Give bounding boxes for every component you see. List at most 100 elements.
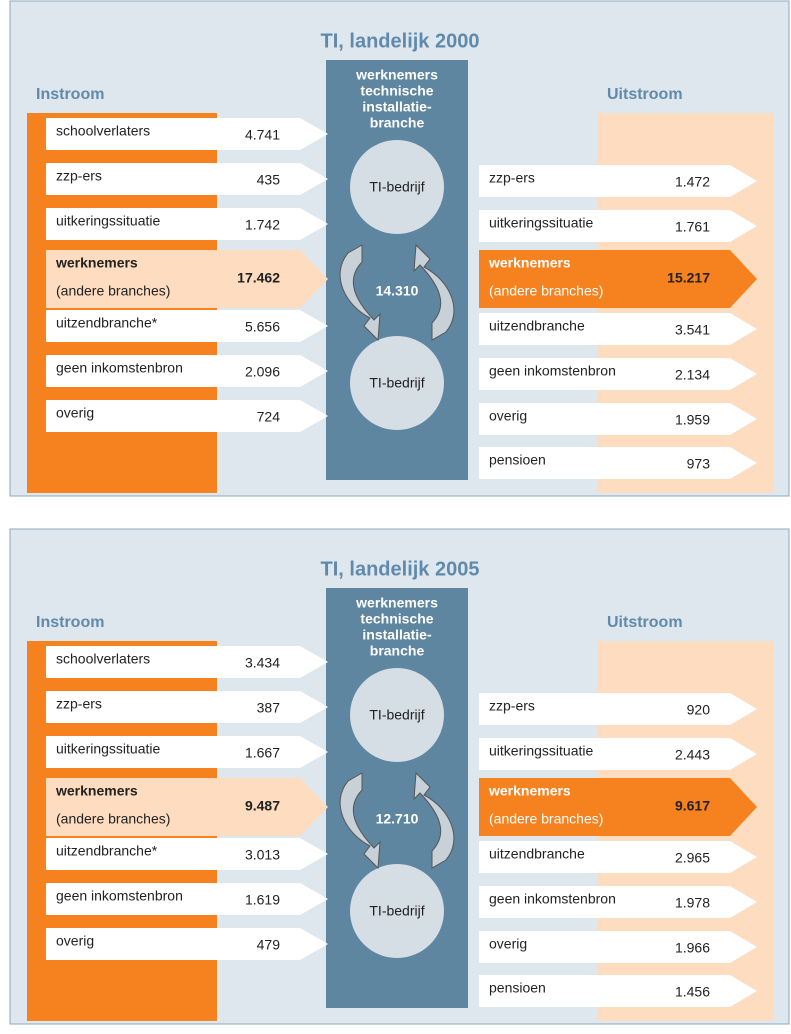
center-heading: technische bbox=[360, 611, 433, 627]
outflow-arrow bbox=[479, 447, 757, 479]
flow-value: 1.742 bbox=[245, 217, 280, 233]
inflow-arrow bbox=[46, 883, 328, 915]
flow-label: uitzendbranche bbox=[489, 318, 585, 334]
flow-sublabel: (andere branches) bbox=[56, 811, 170, 827]
uitstroom-label: Uitstroom bbox=[607, 614, 683, 631]
flow-value: 2.443 bbox=[675, 747, 710, 763]
inflow-arrow bbox=[46, 250, 328, 308]
center-heading: installatie- bbox=[362, 99, 432, 115]
flow-value: 724 bbox=[257, 409, 281, 425]
outflow-arrow bbox=[479, 738, 757, 770]
outflow-arrow bbox=[479, 931, 757, 963]
flow-sublabel: (andere branches) bbox=[56, 283, 170, 299]
flow-value: 9.617 bbox=[675, 798, 710, 814]
flow-sublabel: (andere branches) bbox=[489, 283, 603, 299]
flow-label: pensioen bbox=[489, 452, 546, 468]
node bbox=[350, 140, 444, 234]
flow-value: 1.959 bbox=[675, 412, 710, 428]
flow-label: uitzendbranche* bbox=[56, 315, 158, 331]
flow-label: geen inkomstenbron bbox=[489, 363, 616, 379]
flow-label: uitzendbranche* bbox=[56, 843, 158, 859]
outflow-arrow bbox=[479, 210, 757, 242]
flow-value: 9.487 bbox=[245, 798, 280, 814]
flow-value: 1.667 bbox=[245, 745, 280, 761]
flow-label: overig bbox=[56, 933, 94, 949]
flow-value: 1.761 bbox=[675, 219, 710, 235]
outflow-arrow bbox=[479, 403, 757, 435]
panel-title: TI, landelijk 2000 bbox=[321, 30, 480, 52]
flow-value: 1.619 bbox=[245, 892, 280, 908]
center-value: 12.710 bbox=[376, 811, 419, 827]
flow-label: zzp-ers bbox=[489, 698, 535, 714]
flow-value: 920 bbox=[687, 702, 711, 718]
flow-label: uitkeringssituatie bbox=[56, 213, 160, 229]
flow-label: uitkeringssituatie bbox=[489, 743, 593, 759]
center-heading: branche bbox=[370, 643, 425, 659]
flow-value: 4.741 bbox=[245, 127, 280, 143]
inflow-arrow bbox=[46, 400, 328, 432]
flow-value: 17.462 bbox=[237, 270, 280, 286]
center-heading: branche bbox=[370, 115, 425, 131]
center-heading: werknemers bbox=[355, 67, 438, 83]
flow-value: 1.966 bbox=[675, 940, 710, 956]
cycle-arrow bbox=[413, 771, 455, 869]
flow-label: overig bbox=[56, 405, 94, 421]
flow-value: 15.217 bbox=[667, 270, 710, 286]
inflow-arrow bbox=[46, 208, 328, 240]
flow-sublabel: (andere branches) bbox=[489, 811, 603, 827]
flow-label: werknemers bbox=[488, 783, 571, 799]
panel-title: TI, landelijk 2005 bbox=[321, 558, 480, 580]
flow-value: 1.978 bbox=[675, 895, 710, 911]
outflow-arrow bbox=[479, 975, 757, 1007]
flow-label: zzp-ers bbox=[56, 696, 102, 712]
node-label: TI-bedrijf bbox=[369, 903, 424, 919]
outflow-arrow bbox=[479, 778, 757, 836]
flow-label: uitkeringssituatie bbox=[56, 741, 160, 757]
center-heading: installatie- bbox=[362, 627, 432, 643]
flow-label: werknemers bbox=[55, 255, 138, 271]
center-heading: werknemers bbox=[355, 595, 438, 611]
flow-label: geen inkomstenbron bbox=[56, 888, 183, 904]
flow-value: 3.541 bbox=[675, 322, 710, 338]
flow-value: 435 bbox=[257, 172, 281, 188]
outflow-arrow bbox=[479, 841, 757, 873]
node-label: TI-bedrijf bbox=[369, 707, 424, 723]
node bbox=[350, 668, 444, 762]
center-heading: technische bbox=[360, 83, 433, 99]
flow-value: 973 bbox=[687, 456, 711, 472]
node-label: TI-bedrijf bbox=[369, 375, 424, 391]
flow-label: uitzendbranche bbox=[489, 846, 585, 862]
flow-label: werknemers bbox=[55, 783, 138, 799]
cycle-arrow bbox=[413, 243, 455, 341]
inflow-arrow bbox=[46, 838, 328, 870]
outflow-arrow bbox=[479, 358, 757, 390]
flow-label: geen inkomstenbron bbox=[56, 360, 183, 376]
flow-label: geen inkomstenbron bbox=[489, 891, 616, 907]
flow-label: zzp-ers bbox=[489, 170, 535, 186]
flow-value: 479 bbox=[257, 937, 281, 953]
outflow-arrow bbox=[479, 250, 757, 308]
inflow-arrow bbox=[46, 118, 328, 150]
outflow-arrow bbox=[479, 165, 757, 197]
inflow-arrow bbox=[46, 163, 328, 195]
center-value: 14.310 bbox=[376, 283, 419, 299]
node bbox=[350, 864, 444, 958]
flow-value: 2.096 bbox=[245, 364, 280, 380]
flow-value: 2.965 bbox=[675, 850, 710, 866]
instroom-label: Instroom bbox=[36, 86, 104, 103]
flow-value: 1.472 bbox=[675, 174, 710, 190]
instroom-label: Instroom bbox=[36, 614, 104, 631]
inflow-arrow bbox=[46, 928, 328, 960]
flow-label: overig bbox=[489, 408, 527, 424]
flow-value: 3.013 bbox=[245, 847, 280, 863]
flow-value: 3.434 bbox=[245, 655, 280, 671]
flow-label: zzp-ers bbox=[56, 168, 102, 184]
node-label: TI-bedrijf bbox=[369, 179, 424, 195]
flow-label: pensioen bbox=[489, 980, 546, 996]
cycle-arrow bbox=[339, 772, 381, 870]
flow-label: overig bbox=[489, 936, 527, 952]
flow-label: werknemers bbox=[488, 255, 571, 271]
flow-value: 5.656 bbox=[245, 319, 280, 335]
inflow-arrow bbox=[46, 691, 328, 723]
